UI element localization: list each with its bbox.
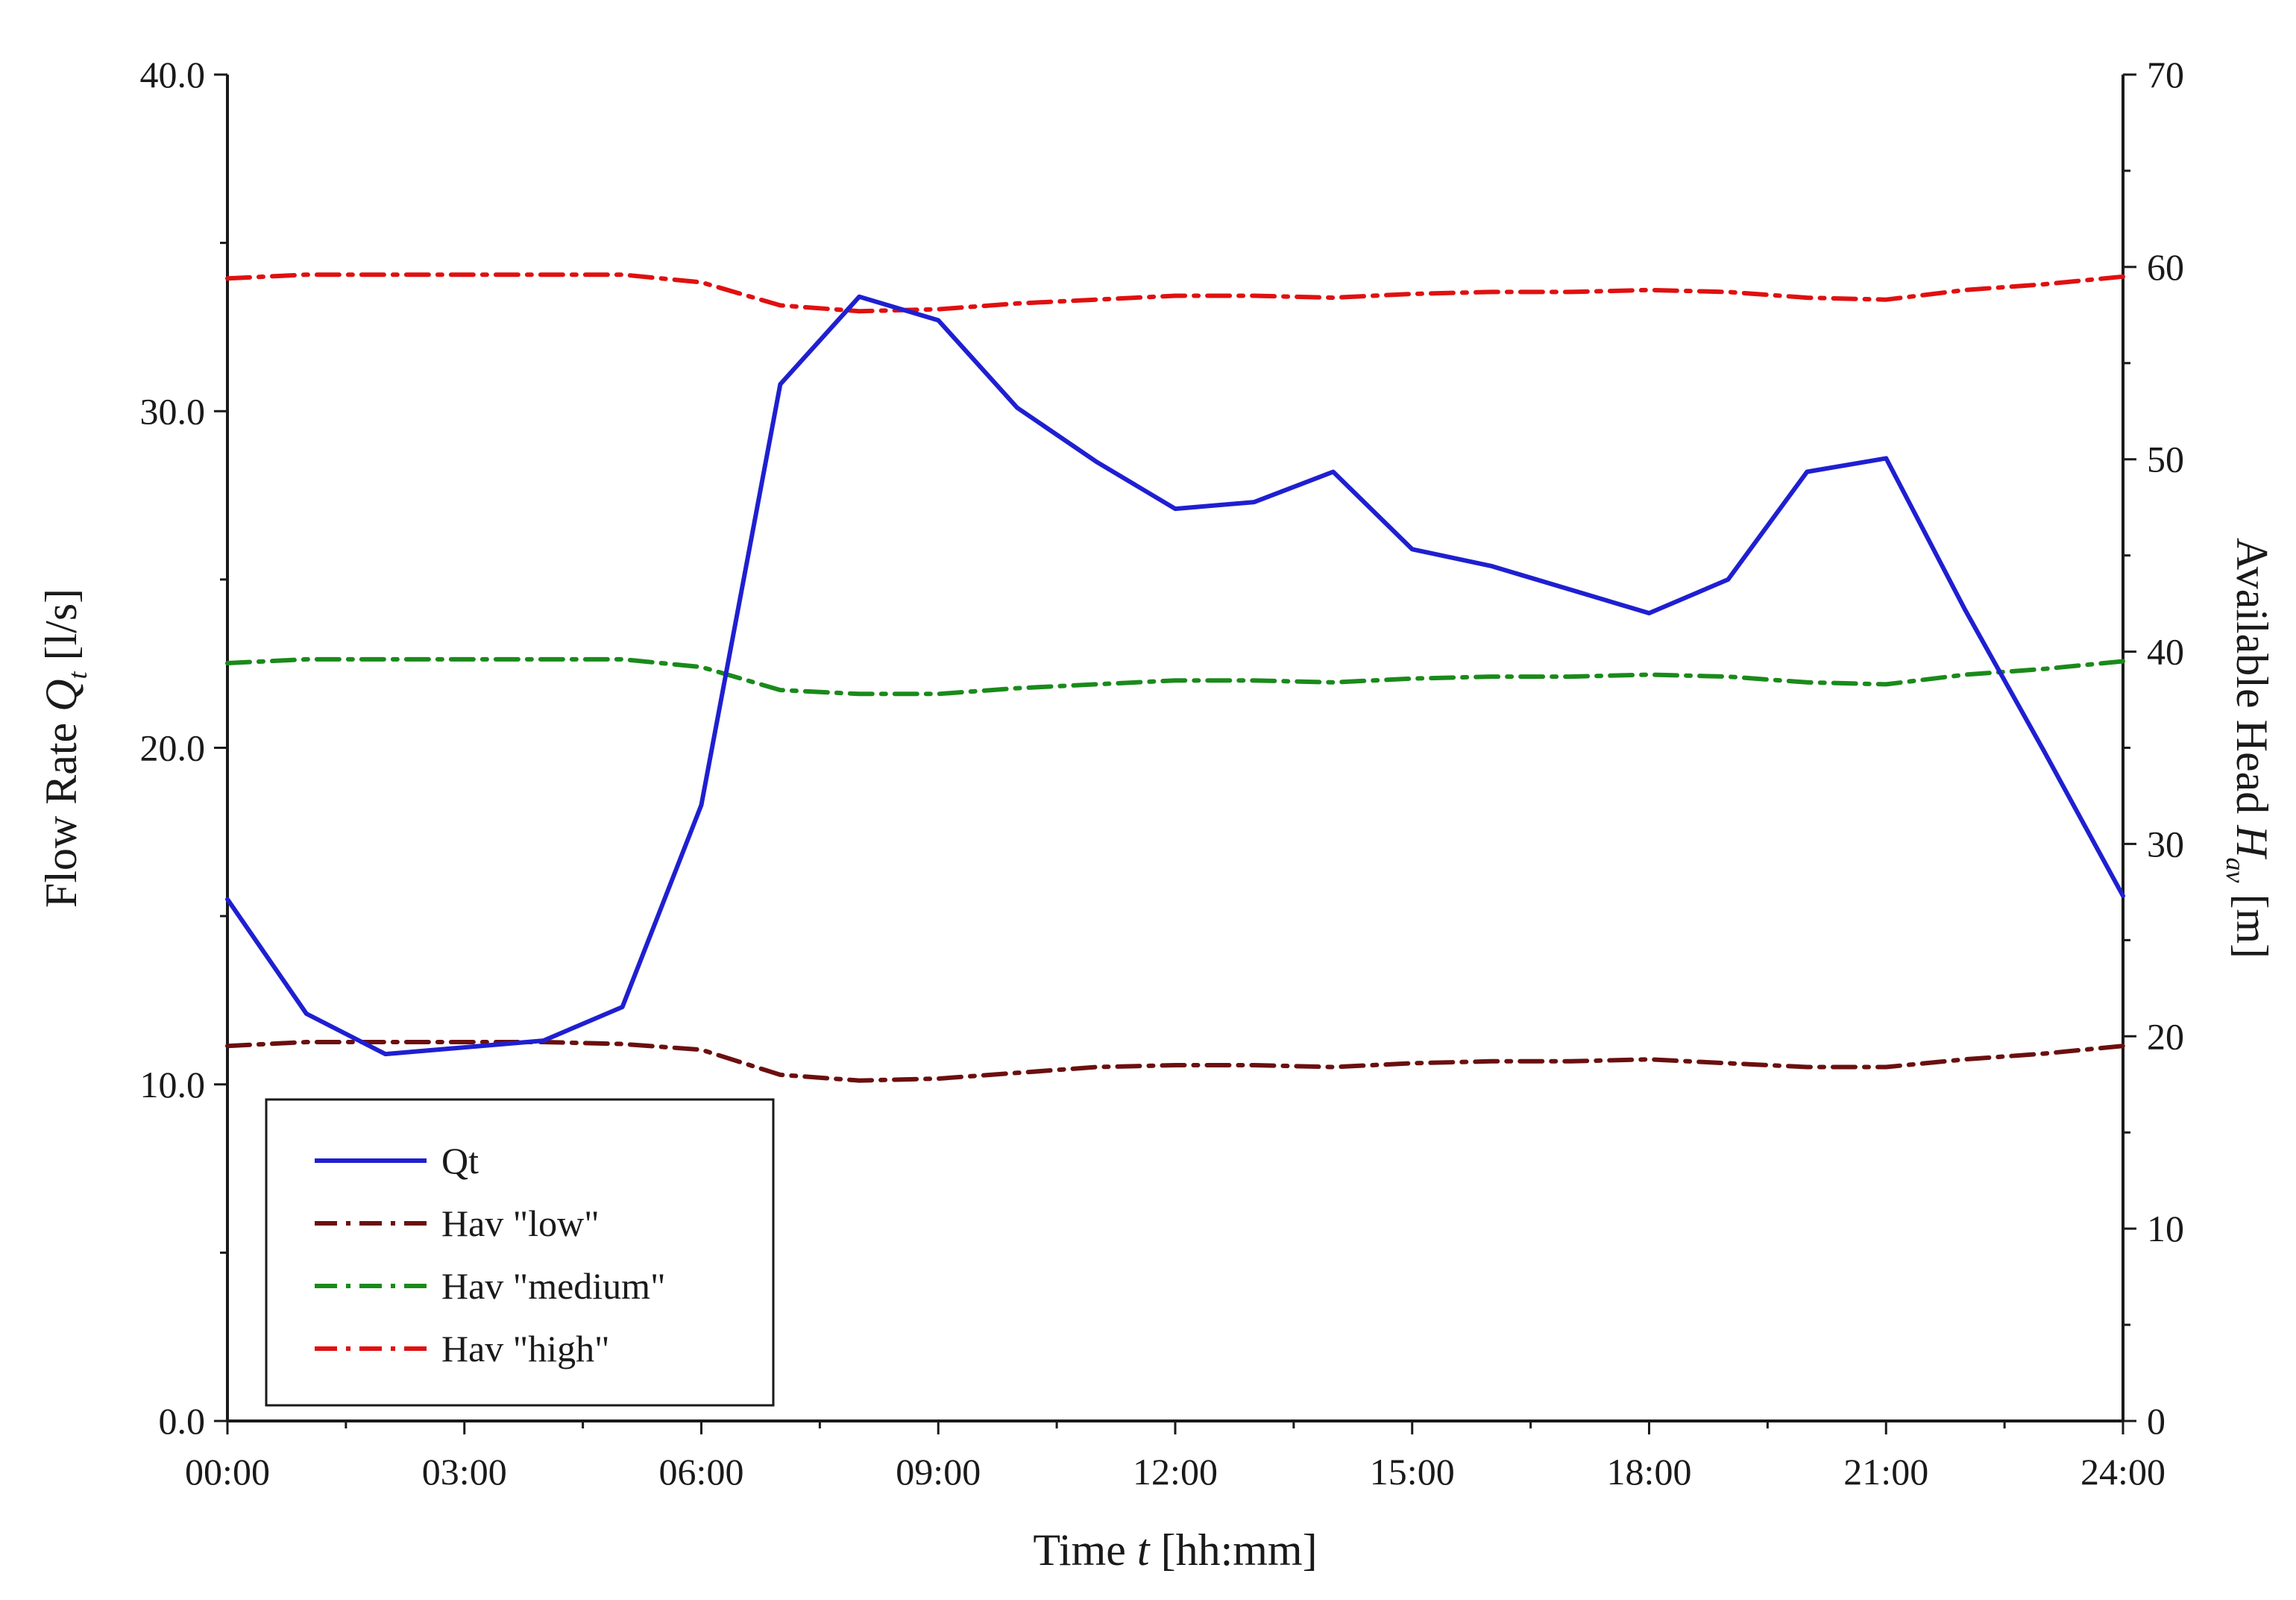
left-tick-label: 0.0: [159, 1400, 206, 1442]
x-tick-label: 21:00: [1843, 1451, 1928, 1493]
legend-box: [265, 1098, 775, 1407]
right-y-axis-title: Available Head Hav [m]: [2221, 538, 2277, 959]
series-layer: [225, 272, 2125, 1083]
x-tick-label: 03:00: [422, 1451, 507, 1493]
x-tick-label: 06:00: [659, 1451, 744, 1493]
left-y-axis-title: Flow Rate Qt [l/s]: [37, 589, 92, 908]
series-line-0: [225, 294, 2125, 1057]
left-tick-label: 20.0: [140, 727, 206, 769]
x-tick-label: 00:00: [185, 1451, 270, 1493]
left-tick-label: 30.0: [140, 390, 206, 432]
left-tick-label: 40.0: [140, 54, 206, 95]
series-line-3: [225, 272, 2125, 314]
legend: Qt Hav "low" Hav "medium" Hav "high": [265, 1098, 775, 1407]
right-tick-label: 40: [2147, 631, 2184, 673]
ticks: [214, 73, 2136, 1434]
right-tick-label: 70: [2147, 54, 2184, 95]
right-tick-label: 0: [2147, 1400, 2166, 1442]
x-axis-title: Time t [hh:mm]: [1033, 1525, 1317, 1575]
right-tick-label: 50: [2147, 439, 2184, 480]
right-tick-label: 60: [2147, 246, 2184, 288]
series-line-2: [225, 656, 2125, 697]
right-tick-label: 10: [2147, 1208, 2184, 1249]
left-tick-label: 10.0: [140, 1064, 206, 1105]
legend-label-qt: Qt: [441, 1140, 479, 1182]
legend-label-high: Hav "high": [441, 1328, 610, 1370]
legend-label-low: Hav "low": [441, 1202, 600, 1244]
x-tick-label: 15:00: [1370, 1451, 1455, 1493]
right-tick-label: 20: [2147, 1015, 2184, 1057]
x-tick-label: 18:00: [1607, 1451, 1692, 1493]
x-tick-label: 12:00: [1133, 1451, 1218, 1493]
legend-label-medium: Hav "medium": [441, 1265, 666, 1307]
x-tick-label: 09:00: [896, 1451, 981, 1493]
x-tick-label: 24:00: [2080, 1451, 2166, 1493]
right-tick-label: 30: [2147, 823, 2184, 865]
tick-labels: 00:00 03:00 06:00 09:00 12:00 15:00 18:00 21:00…: [140, 54, 2185, 1493]
